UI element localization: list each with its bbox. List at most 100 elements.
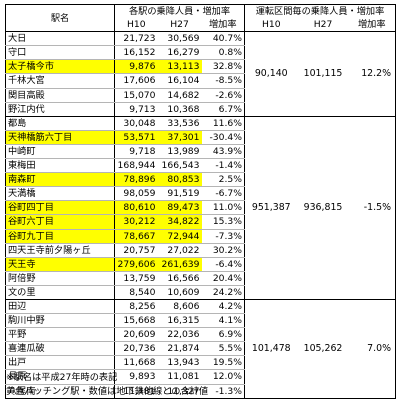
station-header: 駅名 (5, 3, 115, 33)
footnotes: ※駅名は平成27年時の表記 黄色ハッチング駅・数値は地下鉄他線との合計値 (6, 371, 208, 399)
h10-header: H10 (114, 18, 158, 33)
rate-cell: 12.0% (201, 369, 245, 385)
h27-cell: 72,944 (157, 229, 202, 244)
h27-cell: 10,609 (157, 285, 202, 300)
table-row: 天満橋 98,059 91,519 -6.7% (5, 186, 396, 202)
rate-cell: 5.5% (201, 341, 245, 357)
rate-cell: 19.5% (201, 355, 245, 371)
table-row: 田辺 8,256 8,606 4.2% 101,478 105,262 7.0% (5, 299, 396, 399)
h10-cell: 8,256 (114, 299, 158, 315)
rate-cell: 40.7% (201, 31, 245, 47)
station-name-cell: 天神橋筋六丁目 (5, 130, 115, 145)
footnote-station-names: ※駅名は平成27年時の表記 (6, 372, 118, 383)
station-name-cell: 中崎町 (5, 144, 115, 160)
station-name-cell: 千林大宮 (5, 73, 115, 89)
rate-cell: 30.2% (201, 243, 245, 258)
table-row: 八尾南 11,481 11,327 -1.3% (5, 384, 396, 399)
station-name-cell: 守口 (5, 45, 115, 61)
h27-cell: 14,682 (157, 88, 202, 103)
section-h27-cell: 101,115 (297, 31, 349, 117)
section-h27-header: H27 (297, 18, 349, 33)
h27-cell: 16,566 (157, 271, 202, 286)
rate-cell: 6.7% (201, 102, 245, 117)
h27-cell: 10,368 (157, 102, 202, 117)
h27-cell: 34,822 (157, 214, 202, 230)
rate-cell: 24.2% (201, 285, 245, 300)
rate-cell: 20.4% (201, 271, 245, 286)
h10-cell: 21,723 (114, 31, 158, 47)
h27-cell: 91,519 (157, 186, 202, 202)
table-row: 駒川中野 15,668 16,315 4.1% (5, 313, 396, 329)
h27-cell: 27,022 (157, 243, 202, 258)
h27-cell: 13,113 (157, 59, 202, 75)
table-body: 大日 21,723 30,569 40.7% 90,140 101,115 12.2% 守口 1… (5, 31, 396, 399)
section-h10-cell: 101,478 (244, 299, 298, 399)
table-row: 都島 30,048 33,536 11.6% 951,387 936,815 -1.5% (5, 116, 396, 300)
h10-cell: 279,606 (114, 257, 158, 272)
rate-cell: 15.3% (201, 214, 245, 230)
h27-cell: 22,036 (157, 327, 202, 343)
h10-cell: 8,540 (114, 285, 158, 300)
h10-cell: 9,718 (114, 144, 158, 160)
station-name-cell: 谷町九丁目 (5, 229, 115, 244)
station-name-cell: 八尾南 (5, 384, 115, 399)
table-row: 千林大宮 17,606 16,104 -8.5% (5, 73, 396, 89)
h27-cell: 261,639 (157, 257, 202, 272)
station-name-cell: 阿倍野 (5, 271, 115, 286)
h27-cell: 16,279 (157, 45, 202, 61)
table-row: 阿倍野 13,759 16,566 20.4% (5, 271, 396, 286)
table-row: 太子橋今市 9,876 13,113 32.8% (5, 59, 396, 75)
h27-cell: 21,874 (157, 341, 202, 357)
station-name-cell: 田辺 (5, 299, 115, 315)
rate-cell: 4.2% (201, 299, 245, 315)
h27-cell: 37,301 (157, 130, 202, 145)
section-rate-cell: 12.2% (348, 31, 396, 117)
ridership-table: 駅名 各駅の乗降人員・増加率 運転区間毎の乗降人員・増加率 H10 H27 増加… (5, 3, 396, 399)
section-h27-cell: 105,262 (297, 299, 349, 399)
table-row: 東梅田 168,944 166,543 -1.4% (5, 158, 396, 174)
table-row: 文の里 8,540 10,609 24.2% (5, 285, 396, 300)
station-name-cell: 大日 (5, 31, 115, 47)
section-rate-cell: -1.5% (348, 116, 396, 300)
station-name-cell: 四天王寺前夕陽ヶ丘 (5, 243, 115, 258)
table-row: 谷町四丁目 80,610 89,473 11.0% (5, 200, 396, 216)
h27-cell: 13,943 (157, 355, 202, 371)
h10-cell: 9,876 (114, 59, 158, 75)
h27-cell: 166,543 (157, 158, 202, 174)
h10-cell: 168,944 (114, 158, 158, 174)
h10-cell: 80,610 (114, 200, 158, 216)
rate-cell: -1.4% (201, 158, 245, 174)
h10-cell: 15,668 (114, 313, 158, 329)
h10-cell: 20,609 (114, 327, 158, 343)
section-rate-header: 増加率 (348, 18, 396, 33)
rate-cell: -6.4% (201, 257, 245, 272)
h10-cell: 16,152 (114, 45, 158, 61)
h10-cell: 17,606 (114, 73, 158, 89)
h10-cell: 53,571 (114, 130, 158, 145)
rate-header: 増加率 (201, 18, 245, 33)
station-name-cell: 東梅田 (5, 158, 115, 174)
h10-cell: 20,757 (114, 243, 158, 258)
station-name-cell: 長原 (5, 369, 115, 385)
each-station-header: 各駅の乗降人員・増加率 (114, 4, 245, 19)
rate-cell: 43.9% (201, 144, 245, 160)
station-name-cell: 天王寺 (5, 257, 115, 272)
table-row: 長原 9,893 11,081 12.0% (5, 369, 396, 385)
section-h10-cell: 90,140 (244, 31, 298, 117)
station-name-cell: 野江内代 (5, 102, 115, 117)
table-row: 四天王寺前夕陽ヶ丘 20,757 27,022 30.2% (5, 243, 396, 258)
table-row: 天王寺 279,606 261,639 -6.4% (5, 257, 396, 272)
h10-cell: 78,667 (114, 229, 158, 244)
h27-cell: 11,081 (157, 369, 202, 385)
h27-cell: 30,569 (157, 31, 202, 47)
ridership-table-wrapper: 駅名 各駅の乗降人員・増加率 運転区間毎の乗降人員・増加率 H10 H27 増加… (5, 3, 396, 399)
rate-cell: 0.8% (201, 45, 245, 61)
table-row: 大日 21,723 30,569 40.7% 90,140 101,115 12.2% (5, 31, 396, 117)
h27-cell: 16,315 (157, 313, 202, 329)
rate-cell: -2.6% (201, 88, 245, 103)
h27-cell: 16,104 (157, 73, 202, 89)
station-name-cell: 太子橋今市 (5, 59, 115, 75)
section-h27-cell: 936,815 (297, 116, 349, 300)
rate-cell: -30.4% (201, 130, 245, 145)
h10-cell: 20,736 (114, 341, 158, 357)
